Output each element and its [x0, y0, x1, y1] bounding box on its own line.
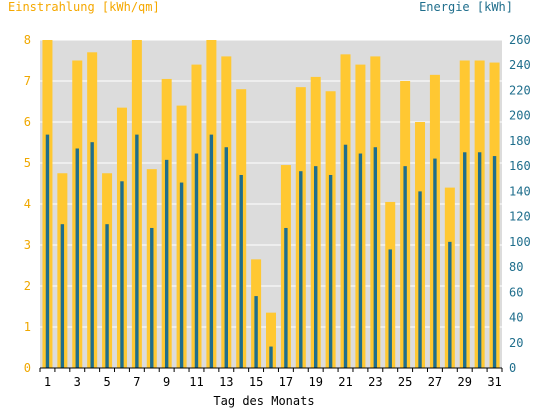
left-tick-label-1: 1 — [24, 320, 31, 334]
left-tick-label-8: 8 — [24, 33, 31, 47]
x-tick-label-11: 11 — [189, 375, 203, 389]
energy-bar-day-21 — [343, 144, 348, 368]
right-tick-label-200: 200 — [509, 109, 531, 123]
left-tick-label-3: 3 — [24, 238, 31, 252]
left-tick-label-7: 7 — [24, 74, 31, 88]
x-tick-label-5: 5 — [103, 375, 110, 389]
x-tick-label-29: 29 — [458, 375, 472, 389]
right-tick-label-100: 100 — [509, 235, 531, 249]
left-tick-label-6: 6 — [24, 115, 31, 129]
energy-bar-day-29 — [463, 152, 467, 368]
right-tick-label-0: 0 — [509, 361, 516, 375]
energy-bar-day-5 — [105, 224, 109, 368]
x-tick-label-17: 17 — [279, 375, 293, 389]
x-tick-label-1: 1 — [44, 375, 51, 389]
energy-bar-day-1 — [45, 134, 50, 368]
right-axis-title: Energie [kWh] — [419, 0, 513, 14]
x-tick-label-7: 7 — [133, 375, 140, 389]
left-axis-ticks: 0 1 2 3 4 5 6 7 8 — [24, 33, 31, 375]
right-tick-label-180: 180 — [509, 134, 531, 148]
energy-bar-day-17 — [284, 227, 288, 368]
energy-bar-day-8 — [150, 227, 154, 368]
right-tick-label-120: 120 — [509, 210, 531, 224]
left-tick-label-0: 0 — [24, 361, 31, 375]
energy-bar-day-2 — [60, 224, 65, 368]
right-tick-label-220: 220 — [509, 83, 531, 97]
energy-bar-day-14 — [239, 174, 243, 368]
right-tick-label-160: 160 — [509, 159, 531, 173]
x-tick-label-13: 13 — [219, 375, 233, 389]
energy-bar-day-19 — [314, 166, 318, 368]
energy-bar-day-6 — [120, 181, 124, 368]
energy-bar-day-31 — [492, 156, 497, 368]
x-tick-label-27: 27 — [428, 375, 442, 389]
x-axis-label: Tag des Monats — [213, 394, 314, 408]
energy-bar-day-20 — [328, 174, 333, 368]
energy-bar-day-28 — [448, 241, 452, 368]
x-tick-label-31: 31 — [487, 375, 501, 389]
energy-bar-day-27 — [433, 158, 437, 368]
right-axis-ticks: 0 20 40 60 80 100 120 140 160 180 200 220 240 260 — [509, 33, 531, 375]
right-tick-label-60: 60 — [509, 285, 523, 299]
energy-bar-day-10 — [179, 182, 184, 368]
irradiation-bar-day-16 — [266, 312, 276, 368]
energy-bars — [45, 134, 497, 368]
x-tick-label-15: 15 — [249, 375, 263, 389]
energy-bar-day-23 — [373, 147, 378, 368]
energy-bar-day-13 — [224, 147, 228, 368]
energy-bar-day-11 — [194, 153, 199, 368]
left-tick-label-5: 5 — [24, 156, 31, 170]
energy-bar-day-24 — [388, 249, 392, 368]
left-axis-title: Einstrahlung [kWh/qm] — [8, 0, 160, 14]
left-tick-label-4: 4 — [24, 197, 31, 211]
right-tick-label-80: 80 — [509, 260, 523, 274]
x-tick-label-19: 19 — [308, 375, 322, 389]
energy-bar-day-3 — [75, 148, 79, 368]
right-tick-label-140: 140 — [509, 184, 531, 198]
energy-bar-day-22 — [358, 153, 363, 368]
energy-bar-day-18 — [299, 171, 303, 368]
energy-bar-day-7 — [135, 134, 139, 368]
right-tick-label-20: 20 — [509, 336, 523, 350]
x-tick-label-9: 9 — [163, 375, 170, 389]
energy-bar-day-15 — [254, 296, 258, 368]
energy-bar-day-16 — [269, 346, 273, 368]
right-tick-label-260: 260 — [509, 33, 531, 47]
x-tick-label-21: 21 — [338, 375, 352, 389]
energy-bar-day-26 — [418, 191, 422, 368]
energy-bar-day-25 — [403, 166, 407, 368]
right-tick-label-40: 40 — [509, 311, 523, 325]
left-tick-label-2: 2 — [24, 279, 31, 293]
right-tick-label-240: 240 — [509, 58, 531, 72]
x-tick-label-23: 23 — [368, 375, 382, 389]
x-tick-label-25: 25 — [398, 375, 412, 389]
energy-bar-day-9 — [164, 159, 169, 368]
energy-bar-day-4 — [90, 142, 94, 368]
energy-bar-day-12 — [209, 134, 214, 368]
x-axis-ticks: 1 3 5 7 9 11 13 15 17 19 21 23 25 27 29 31 — [39, 368, 503, 389]
x-tick-label-3: 3 — [74, 375, 81, 389]
energy-bar-day-30 — [477, 152, 482, 368]
